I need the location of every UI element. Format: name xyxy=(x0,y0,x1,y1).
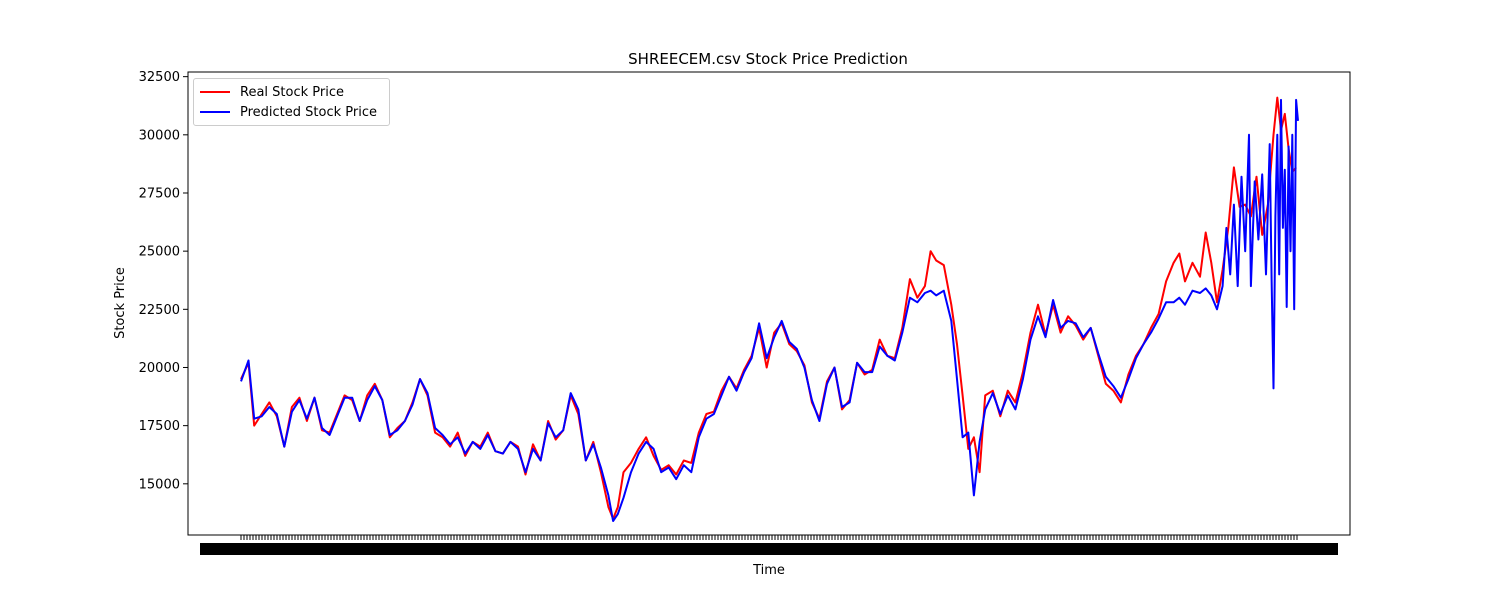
legend-swatch-real xyxy=(200,91,230,93)
y-tick-label: 27500 xyxy=(139,186,180,201)
series-line-predicted xyxy=(240,98,1299,522)
legend: Real Stock Price Predicted Stock Price xyxy=(193,78,390,126)
legend-item-predicted: Predicted Stock Price xyxy=(200,102,377,122)
x-axis xyxy=(200,535,1338,555)
legend-label-predicted: Predicted Stock Price xyxy=(240,104,377,120)
y-tick-label: 20000 xyxy=(139,361,180,376)
x-axis-label: Time xyxy=(752,563,785,578)
y-axis: 15000 17500 20000 22500 25000 27500 30000 32500 xyxy=(139,70,188,492)
plot-area xyxy=(187,71,1351,536)
y-tick-label: 30000 xyxy=(139,128,180,143)
y-tick-label: 25000 xyxy=(139,245,180,260)
legend-item-real: Real Stock Price xyxy=(200,82,344,102)
y-tick-label: 32500 xyxy=(139,70,180,85)
data-lines xyxy=(240,96,1299,522)
legend-label-real: Real Stock Price xyxy=(240,84,344,100)
y-axis-label: Stock Price xyxy=(113,267,128,339)
chart-title: SHREECEM.csv Stock Price Prediction xyxy=(628,50,908,68)
y-tick-label: 17500 xyxy=(139,419,180,434)
legend-swatch-predicted xyxy=(200,111,230,113)
y-tick-label: 22500 xyxy=(139,303,180,318)
y-tick-label: 15000 xyxy=(139,477,180,492)
x-tick-labels-overlap xyxy=(200,543,1338,555)
